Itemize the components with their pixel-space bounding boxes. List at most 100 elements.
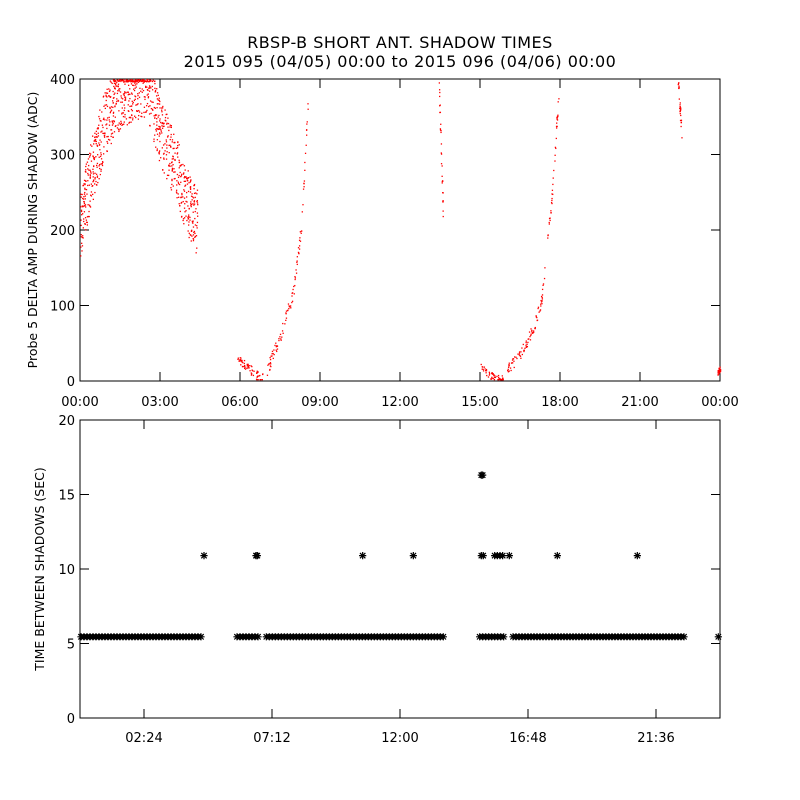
amp-point [302, 188, 305, 190]
amp-point [171, 139, 174, 141]
amp-point [530, 328, 532, 330]
amp-point [84, 191, 86, 194]
amp-point [491, 373, 493, 375]
amp-point [304, 152, 307, 154]
amp-point [518, 351, 521, 353]
amp-point [83, 211, 86, 213]
amp-point [178, 167, 180, 169]
amp-point [89, 169, 91, 171]
amp-point [187, 218, 189, 220]
amp-point [133, 80, 136, 82]
amp-point [193, 200, 196, 202]
amp-point [307, 108, 309, 110]
amp-point [182, 196, 184, 198]
amp-point [165, 154, 168, 156]
amp-point [542, 283, 545, 285]
amp-point [151, 89, 154, 91]
amp-point [182, 200, 184, 203]
amp-point [143, 116, 146, 118]
interval-point [479, 551, 487, 560]
amp-point [120, 80, 122, 83]
amp-point [109, 107, 111, 110]
amp-point [186, 179, 188, 181]
amp-point [541, 294, 544, 296]
amp-point [531, 331, 533, 334]
amp-point [442, 192, 444, 194]
amp-point [512, 362, 514, 364]
amp-point [97, 154, 99, 156]
amp-point [83, 196, 85, 198]
amp-point [110, 109, 113, 111]
amp-point [719, 368, 722, 371]
amp-point [115, 125, 117, 127]
amp-point [293, 285, 295, 288]
amp-point [270, 365, 272, 368]
amp-point [148, 113, 151, 115]
amp-point [84, 198, 86, 200]
amp-point [260, 379, 262, 381]
amp-point [156, 133, 159, 135]
amp-point [150, 112, 152, 115]
amp-point [139, 87, 141, 89]
amp-point [494, 375, 496, 377]
amp-point [176, 152, 179, 154]
amp-point [181, 194, 183, 196]
amp-point [99, 155, 102, 158]
amp-point [284, 323, 286, 325]
amp-point [522, 343, 524, 346]
amp-point [255, 378, 258, 380]
amp-point [134, 96, 137, 98]
amp-point [146, 89, 149, 91]
amp-point [117, 83, 120, 85]
amp-point [162, 122, 164, 124]
amp-point [129, 105, 131, 108]
amp-point [133, 115, 136, 117]
amp-xtick-label: 00:00 [701, 395, 738, 410]
amp-point [161, 125, 163, 127]
amp-point [182, 219, 184, 222]
amp-point [275, 346, 278, 348]
amp-point [170, 145, 172, 148]
amp-point [276, 345, 279, 347]
amp-point [549, 219, 551, 222]
amp-point [514, 356, 516, 358]
amp-point [136, 80, 138, 82]
amp-point [501, 375, 503, 377]
amp-point [440, 130, 442, 132]
amp-point [555, 127, 558, 129]
amp-point [183, 177, 185, 179]
amp-point [492, 377, 494, 380]
amp-point [118, 88, 120, 90]
amp-point [84, 170, 87, 173]
amp-point [137, 103, 139, 105]
amp-point [558, 98, 560, 100]
amp-point [678, 86, 680, 88]
amp-point [285, 317, 288, 319]
amp-point [98, 115, 100, 118]
amp-point [247, 367, 249, 369]
amp-point [171, 168, 174, 171]
amp-point [439, 111, 441, 114]
amp-point [174, 141, 176, 144]
amp-point [116, 85, 118, 87]
amp-point [95, 130, 98, 133]
amp-point [110, 135, 112, 138]
amp-point [143, 79, 145, 81]
amp-point [519, 355, 522, 357]
amp-point [110, 81, 112, 83]
amp-point [101, 163, 103, 165]
amp-point [278, 339, 280, 342]
amp-point [483, 366, 486, 368]
amp-point [524, 347, 526, 349]
amp-point [145, 111, 147, 113]
amp-point [143, 96, 146, 98]
amp-point [507, 368, 509, 371]
amp-point [718, 373, 720, 375]
amp-point [518, 352, 521, 354]
amp-point [178, 203, 180, 205]
amp-point [294, 277, 297, 279]
amp-point [195, 208, 197, 210]
amp-point [85, 206, 87, 208]
amp-point [149, 80, 151, 82]
amp-xtick-label: 12:00 [381, 395, 418, 410]
